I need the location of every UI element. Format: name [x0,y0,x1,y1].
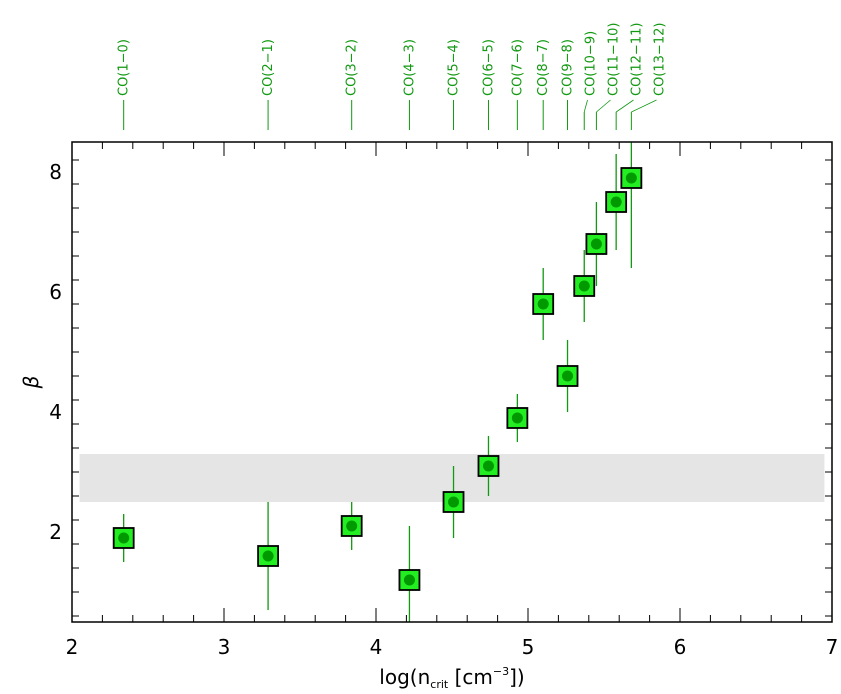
transition-label: CO(9−8) [561,39,576,96]
data-point-core [537,298,549,310]
transition-label: CO(4−3) [402,39,417,96]
data-point-core [482,460,494,472]
x-tick-label: 7 [826,635,839,659]
x-tick-label: 6 [674,635,687,659]
y-tick-label: 6 [49,280,62,304]
data-point-core [448,496,460,508]
transition-connector-line [596,99,611,113]
y-tick-label: 4 [49,400,62,424]
data-point-core [262,550,274,562]
y-tick-label: 8 [49,160,62,184]
transition-label: CO(5−4) [447,39,462,96]
transition-label: CO(11−10) [607,23,622,96]
data-point-core [403,574,415,586]
x-tick-label: 5 [522,635,535,659]
ticks-group [71,142,833,622]
errorbars-group [123,142,633,622]
transition-label: CO(3−2) [345,39,360,96]
y-axis-title: β [19,375,43,389]
transition-connector-line [615,99,634,113]
x-axis-title-sup: −3 [493,665,509,678]
tick-labels-group: 2 3 4 5 6 7 2 4 6 8 [49,160,838,659]
data-point-core [346,520,358,532]
x-axis-title: log(ncrit [cm−3]) [379,665,524,691]
data-point-core [610,196,622,208]
y-tick-label: 2 [49,520,62,544]
data-point-core [562,370,574,382]
x-axis-title-units: [cm [448,665,493,689]
transition-label: CO(1−0) [117,39,132,96]
transition-connector-line [583,99,588,113]
x-tick-label: 4 [370,635,383,659]
plot-frame [71,141,833,623]
data-point-core [118,532,130,544]
markers-group [112,167,643,591]
data-point-core [511,412,523,424]
transition-label: CO(10−9) [584,31,599,96]
x-tick-label: 3 [218,635,231,659]
transition-label: CO(2−1) [261,39,276,96]
transition-label: CO(6−5) [481,39,496,96]
transition-label: CO(7−6) [510,39,525,96]
data-point-core [578,280,590,292]
x-axis-title-end: ]) [509,665,525,689]
x-axis-title-sub: crit [430,678,449,691]
x-axis-title-main: log(n [379,665,430,689]
transition-label: CO(13−12) [653,23,668,96]
data-point-core [590,238,602,250]
transition-label: CO(12−11) [630,23,645,96]
transition-labels-group: CO(1−0) CO(2−1) CO(3−2) CO(4−3) CO(5−4) CO(6−… [117,23,668,130]
transition-label: CO(8−7) [536,39,551,96]
transition-connector-line [631,99,657,113]
data-point-core [625,172,637,184]
x-tick-label: 2 [66,635,79,659]
